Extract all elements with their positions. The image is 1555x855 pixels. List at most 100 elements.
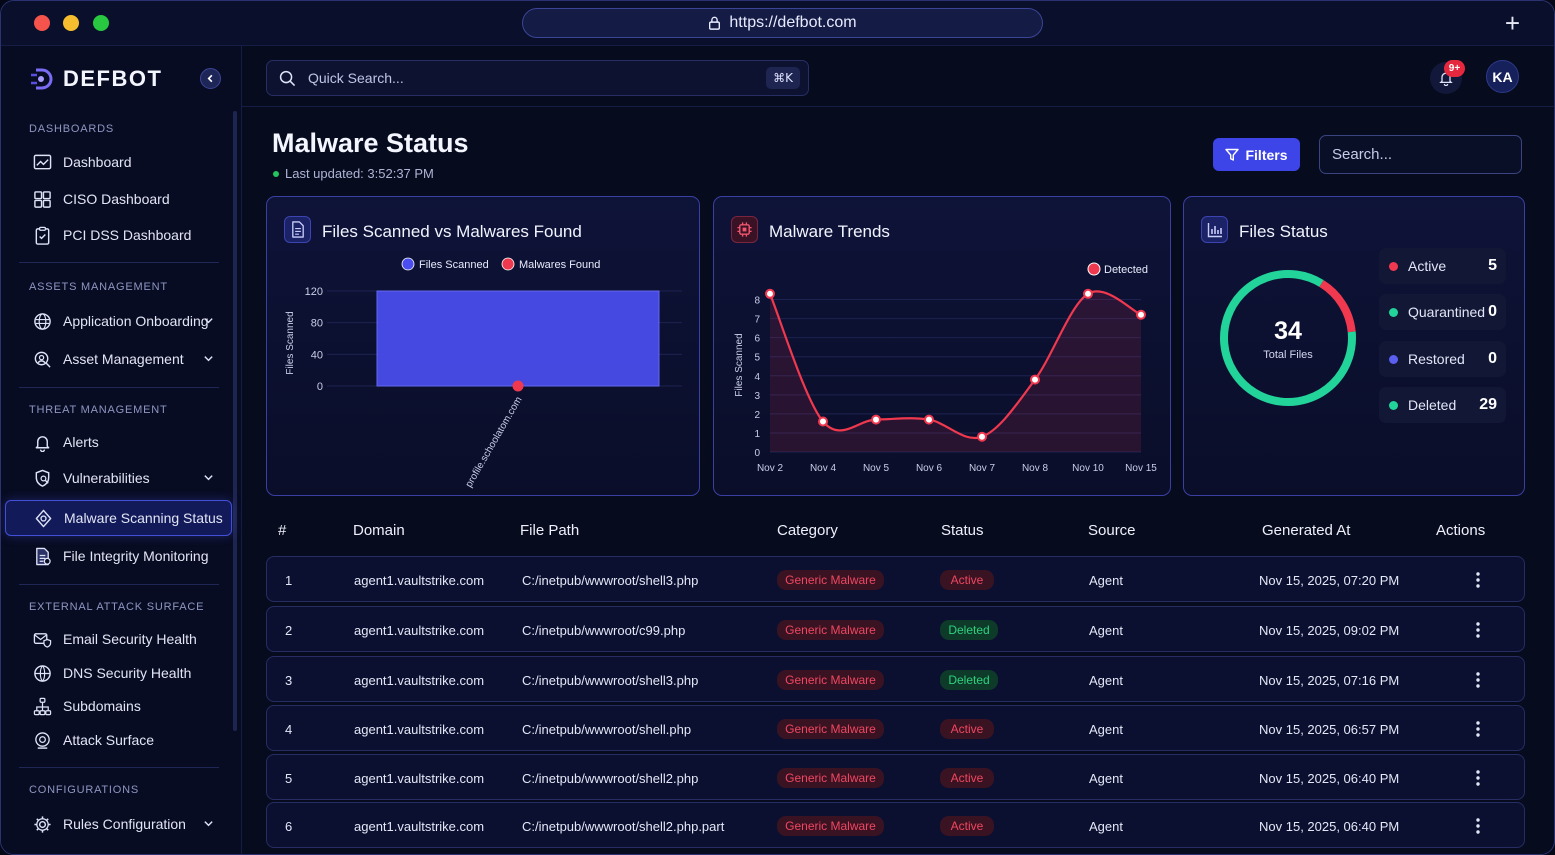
chevron-left-icon [207, 74, 213, 83]
sidebar-item-malware-scanning-status[interactable]: Malware Scanning Status [5, 500, 232, 536]
cell-path: C:/inetpub/wwwroot/shell.php [522, 722, 692, 737]
table-row[interactable]: 5 agent1.vaultstrike.com C:/inetpub/wwwroo… [266, 754, 1525, 800]
table-row[interactable]: 6 agent1.vaultstrike.com C:/inetpub/wwwroo… [266, 802, 1525, 848]
chevron-down-icon[interactable] [203, 315, 214, 326]
legend-marker [1087, 262, 1101, 276]
new-tab-button[interactable]: + [1504, 8, 1520, 38]
y-tick-label: 6 [754, 334, 760, 345]
column-header[interactable]: Actions [1436, 522, 1486, 539]
status-legend-active[interactable]: Active 5 [1379, 248, 1506, 284]
legend-marker [501, 257, 515, 271]
status-legend-restored[interactable]: Restored 0 [1379, 341, 1506, 377]
chevron-down-icon[interactable] [203, 353, 214, 364]
status-badge: Deleted [940, 620, 998, 640]
sidebar-item-email-security-health[interactable]: Email Security Health [5, 622, 232, 656]
quick-search-input[interactable]: Quick Search... ⌘K [266, 60, 809, 96]
cell-n: 5 [285, 771, 293, 786]
sidebar-item-label: Email Security Health [63, 631, 197, 647]
chevron-down-icon[interactable] [203, 818, 214, 829]
section-threat-management: THREAT MANAGEMENT [29, 404, 168, 416]
chevron-down-icon[interactable] [203, 472, 214, 483]
sidebar-item-alerts[interactable]: Alerts [5, 425, 232, 459]
filter-icon [1225, 148, 1240, 161]
data-point [818, 416, 828, 427]
table-row[interactable]: 2 agent1.vaultstrike.com C:/inetpub/wwwroo… [266, 606, 1525, 652]
maximize-window-button[interactable] [93, 15, 109, 31]
status-badge: Active [940, 768, 994, 788]
x-tick-label: Nov 2 [757, 463, 784, 474]
y-tick-label: 1 [754, 429, 760, 440]
divider [19, 767, 219, 768]
more-actions-icon[interactable] [1471, 621, 1485, 639]
address-bar[interactable]: https://defbot.com [522, 8, 1043, 38]
cell-domain: agent1.vaultstrike.com [354, 771, 485, 786]
x-tick-label: Nov 5 [863, 463, 890, 474]
column-header[interactable]: Generated At [1262, 522, 1351, 539]
card-title: Files Scanned vs Malwares Found [322, 222, 582, 241]
sidebar-item-dashboard[interactable]: Dashboard [5, 145, 232, 179]
top-bar: Quick Search... ⌘K 9+ KA [242, 46, 1554, 107]
minimize-window-button[interactable] [63, 15, 79, 31]
status-label: Deleted [1408, 397, 1457, 413]
lock-icon [709, 16, 721, 30]
status-legend-deleted[interactable]: Deleted 29 [1379, 387, 1506, 423]
donut-chart: 34 Total Files [1220, 270, 1356, 406]
sidebar-item-application-onboarding[interactable]: Application Onboarding [5, 304, 232, 338]
table-search-placeholder: Search... [1332, 146, 1393, 163]
column-header[interactable]: # [278, 522, 287, 539]
column-header[interactable]: Source [1088, 522, 1136, 539]
filters-button[interactable]: Filters [1213, 138, 1300, 171]
y-tick-label: 80 [311, 318, 323, 330]
sidebar-item-rules-configuration[interactable]: Rules Configuration [5, 807, 232, 841]
more-actions-icon[interactable] [1471, 769, 1485, 787]
collapse-sidebar-button[interactable] [200, 68, 221, 89]
notification-badge: 9+ [1444, 60, 1465, 77]
x-tick-label: Nov 6 [916, 463, 943, 474]
column-header[interactable]: File Path [520, 522, 580, 539]
bell-icon [35, 435, 49, 452]
brand-logo[interactable]: DEFBOT [29, 66, 162, 92]
more-actions-icon[interactable] [1471, 671, 1485, 689]
table-search-input[interactable]: Search... [1319, 135, 1522, 174]
sidebar-item-ciso-dashboard[interactable]: CISO Dashboard [5, 182, 232, 216]
sidebar-item-vulnerabilities[interactable]: Vulnerabilities [5, 461, 232, 495]
column-header[interactable]: Category [777, 522, 838, 539]
avatar[interactable]: KA [1486, 60, 1519, 93]
y-tick-label: 0 [754, 448, 760, 459]
x-tick-label: Nov 15 [1125, 463, 1157, 474]
more-actions-icon[interactable] [1471, 571, 1485, 589]
table-row[interactable]: 1 agent1.vaultstrike.com C:/inetpub/wwwroo… [266, 556, 1525, 602]
cell-n: 1 [285, 573, 293, 588]
sidebar-item-dns-security-health[interactable]: DNS Security Health [5, 656, 232, 690]
x-tick-label: Nov 4 [810, 463, 837, 474]
cell-generated: Nov 15, 2025, 09:02 PM [1259, 623, 1400, 638]
bar-files-scanned [376, 290, 660, 387]
area-fill-detected [770, 291, 1141, 452]
url-text: https://defbot.com [729, 14, 857, 31]
status-count: 0 [1488, 350, 1497, 367]
table-row[interactable]: 4 agent1.vaultstrike.com C:/inetpub/wwwroo… [266, 705, 1525, 751]
total-files-label: Total Files [1263, 349, 1313, 361]
more-actions-icon[interactable] [1471, 817, 1485, 835]
sidebar-item-label: Malware Scanning Status [64, 510, 223, 526]
y-tick-label: 40 [311, 349, 323, 361]
table-row[interactable]: 3 agent1.vaultstrike.com C:/inetpub/wwwroo… [266, 656, 1525, 702]
sidebar-item-file-integrity-monitoring[interactable]: File Integrity Monitoring [5, 539, 232, 573]
sidebar-scrollbar[interactable] [233, 111, 237, 731]
quick-search-placeholder: Quick Search... [308, 70, 404, 86]
gear-icon [33, 815, 51, 833]
column-header[interactable]: Domain [353, 522, 405, 539]
status-count: 29 [1479, 396, 1497, 413]
sidebar-item-pci-dss-dashboard[interactable]: PCI DSS Dashboard [5, 218, 232, 252]
search-icon [279, 70, 296, 86]
close-window-button[interactable] [34, 15, 50, 31]
sidebar-item-attack-surface[interactable]: Attack Surface [5, 723, 232, 757]
category-badge: Generic Malware [777, 719, 884, 739]
column-header[interactable]: Status [941, 522, 984, 539]
y-axis-label: Files Scanned [734, 333, 745, 396]
status-legend-quarantined[interactable]: Quarantined 0 [1379, 294, 1506, 330]
data-point [1030, 374, 1040, 385]
more-actions-icon[interactable] [1471, 720, 1485, 738]
sidebar-item-asset-management[interactable]: Asset Management [5, 342, 232, 376]
sidebar-item-subdomains[interactable]: Subdomains [5, 689, 232, 723]
